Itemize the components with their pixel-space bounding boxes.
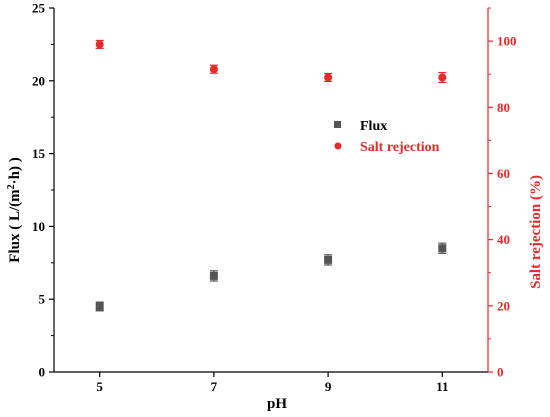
y-right-tick-label: 80	[497, 100, 510, 115]
y-right-tick-label: 100	[497, 34, 517, 49]
flux-point	[438, 244, 447, 253]
y-left-tick-label: 15	[32, 146, 46, 161]
y-right-tick-label: 20	[497, 298, 510, 313]
flux-point	[324, 255, 333, 264]
flux-point	[95, 302, 104, 311]
y-left-axis-title: Flux ( L/(m2·h) )	[6, 157, 23, 262]
marks-group	[95, 39, 447, 312]
y-right-tick-label: 40	[497, 232, 510, 247]
y-left-tick-label: 5	[39, 292, 46, 307]
legend: Flux Salt rejection	[334, 119, 440, 155]
legend-label-salt-rejection: Salt rejection	[360, 140, 440, 155]
salt-rejection-point	[324, 73, 333, 82]
x-tick-label: 7	[211, 379, 218, 394]
y-left-tick-label: 25	[32, 1, 46, 16]
x-axis-title: pH	[267, 396, 287, 412]
salt-rejection-point	[95, 40, 104, 49]
flux-point	[209, 271, 218, 280]
y-left-axis-title-part1: Flux ( L/(m	[7, 189, 23, 263]
legend-marker-salt-rejection	[334, 142, 342, 150]
y-left-axis-title-part2: ·h) )	[7, 157, 23, 184]
y-left-axis-title-sup: 2	[6, 184, 17, 189]
axes-group: 5 7 9 11 0 5 10 15 20 25 0 20 40 60 80 100	[32, 1, 517, 395]
legend-label-flux: Flux	[360, 119, 387, 134]
labels-group: pH Flux ( L/(m2·h) ) Salt rejection (%)	[6, 157, 544, 412]
salt-rejection-point	[438, 73, 447, 82]
x-tick-label: 9	[325, 379, 332, 394]
y-right-tick-label: 0	[497, 365, 504, 380]
legend-marker-flux	[334, 121, 341, 128]
y-left-tick-label: 10	[32, 219, 45, 234]
x-tick-label: 5	[96, 379, 103, 394]
y-left-tick-label: 0	[39, 365, 46, 380]
y-left-tick-label: 20	[32, 73, 45, 88]
x-tick-label: 11	[436, 379, 448, 394]
y-right-axis-title: Salt rejection (%)	[528, 175, 544, 289]
y-right-tick-label: 60	[497, 166, 510, 181]
salt-rejection-point	[209, 65, 218, 74]
